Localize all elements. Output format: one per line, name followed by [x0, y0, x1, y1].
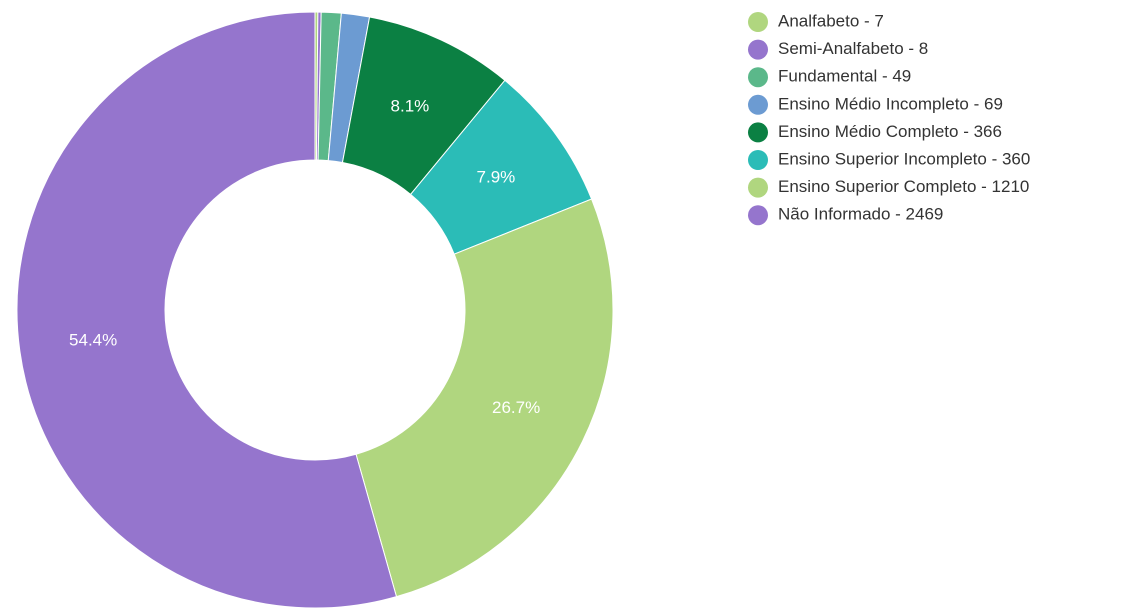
legend-marker: [748, 150, 768, 170]
legend-marker: [748, 177, 768, 198]
slice: [16, 11, 398, 608]
legend-label: Ensino Superior Incompleto - 360: [778, 149, 1030, 168]
slice-label: 54.4%: [69, 330, 117, 349]
legend-label: Ensino Médio Incompleto - 69: [778, 94, 1003, 113]
legend-label: Analfabeto - 7: [778, 11, 884, 30]
legend-marker: [748, 122, 768, 143]
legend-label: Semi-Analfabeto - 8: [778, 39, 928, 58]
legend-marker: [748, 205, 768, 226]
legend-label: Não Informado - 2469: [778, 205, 943, 224]
legend-marker: [748, 67, 768, 88]
slice-label: 8.1%: [391, 97, 430, 116]
slice: [355, 198, 614, 598]
legend-marker: [748, 39, 768, 60]
legend-label: Ensino Superior Completo - 1210: [778, 177, 1029, 196]
legend-label: Fundamental - 49: [778, 67, 911, 86]
slice-label: 7.9%: [477, 167, 516, 186]
slice-label: 26.7%: [492, 398, 540, 417]
legend-marker: [748, 94, 768, 115]
legend-label: Ensino Médio Completo - 366: [778, 122, 1002, 141]
legend-marker: [748, 12, 768, 32]
